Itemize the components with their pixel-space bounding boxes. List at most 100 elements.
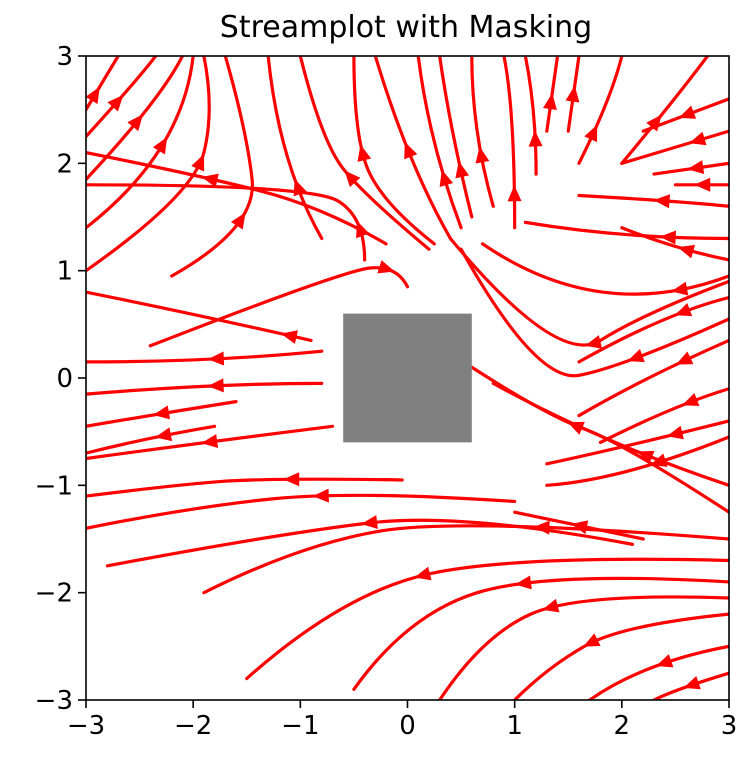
stream-arrow	[678, 105, 697, 119]
stream-arrow	[280, 330, 298, 344]
streamline	[545, 419, 729, 466]
streamline	[148, 266, 410, 348]
y-axis: −3 −2 −1 0 1 2 3	[35, 42, 86, 716]
stream-arrow	[312, 488, 329, 503]
streamline	[470, 365, 729, 514]
streamline	[502, 56, 517, 230]
streamline	[577, 56, 624, 165]
stream-arrow	[674, 302, 693, 317]
streamline	[588, 644, 729, 700]
stream-arrow	[694, 177, 711, 192]
y-tick-label: −3	[35, 686, 73, 716]
stream-arrow	[344, 170, 361, 188]
streamline	[86, 56, 185, 182]
stream-arrow	[207, 351, 225, 366]
x-tick-label: −2	[174, 711, 212, 741]
streamline	[416, 56, 463, 230]
stream-arrow	[584, 124, 598, 143]
streamline	[170, 56, 254, 278]
streamline	[545, 435, 729, 487]
stream-arrow	[404, 141, 418, 160]
stream-arrow	[584, 335, 603, 349]
streamline	[352, 576, 729, 691]
stream-arrow	[683, 676, 701, 690]
x-tick-label: 0	[399, 711, 416, 741]
stream-arrow	[377, 260, 395, 274]
stream-arrow	[107, 94, 124, 112]
stream-arrow	[155, 427, 173, 442]
streamline	[438, 56, 474, 219]
stream-arrow	[533, 520, 550, 535]
stream-arrow	[681, 392, 700, 407]
stream-arrow	[659, 230, 676, 245]
stream-arrow	[687, 160, 705, 174]
streamline	[352, 56, 436, 246]
x-tick-label: −1	[281, 711, 319, 741]
streamline	[86, 493, 517, 530]
stream-arrow	[152, 137, 168, 155]
streamlines	[86, 56, 729, 700]
streamline	[86, 56, 120, 112]
streamline	[245, 557, 729, 681]
streamline	[523, 56, 538, 176]
streamline	[598, 387, 729, 444]
streamline	[266, 56, 324, 241]
stream-arrow	[127, 114, 143, 132]
stream-arrow	[455, 161, 470, 179]
stream-arrow	[583, 633, 601, 647]
streamline	[480, 242, 729, 296]
stream-arrow	[671, 281, 689, 296]
streamline	[86, 477, 404, 498]
streamline	[620, 226, 729, 262]
stream-arrow	[689, 131, 707, 146]
stream-arrow	[230, 212, 246, 230]
stream-arrow	[201, 173, 219, 188]
streamline	[577, 193, 729, 208]
stream-arrow	[528, 130, 543, 147]
y-tick-label: −1	[35, 471, 73, 501]
streamline	[577, 338, 729, 418]
x-tick-label: 3	[721, 711, 738, 741]
streamline	[652, 671, 729, 700]
streamline	[86, 424, 217, 455]
stream-arrow	[653, 194, 671, 209]
streamline	[459, 247, 729, 378]
stream-arrow	[201, 434, 219, 448]
stream-arrow	[191, 153, 205, 172]
stream-arrow	[677, 244, 696, 259]
stream-arrow	[542, 598, 560, 613]
streamline	[86, 56, 158, 139]
streamline	[86, 183, 367, 262]
stream-arrow	[543, 93, 557, 110]
stream-arrow	[357, 144, 372, 162]
stream-arrow	[571, 520, 589, 535]
streamline	[577, 295, 729, 364]
y-tick-label: 2	[56, 149, 73, 179]
x-tick-label: −3	[67, 711, 105, 741]
stream-arrow	[666, 425, 684, 440]
mask-region	[343, 313, 472, 443]
chart-title: Streamplot with Masking	[220, 10, 592, 45]
streamline	[86, 56, 211, 273]
streamline	[86, 381, 324, 396]
y-tick-label: 0	[56, 364, 73, 394]
stream-arrow	[283, 472, 300, 487]
stream-arrow	[207, 378, 224, 393]
streamline	[86, 349, 324, 364]
stream-arrow	[567, 421, 585, 435]
x-tick-label: 1	[506, 711, 523, 741]
stream-arrow	[293, 178, 307, 197]
stream-arrow	[655, 654, 674, 668]
streamline	[298, 56, 431, 251]
streamline	[86, 151, 388, 246]
x-axis: −3 −2 −1 0 1 2 3	[67, 700, 737, 741]
stream-arrow	[86, 86, 100, 105]
streamline	[620, 129, 729, 165]
streamline	[523, 220, 729, 241]
streamline	[438, 595, 729, 700]
y-tick-label: −2	[35, 579, 73, 609]
stream-arrow	[153, 405, 171, 420]
y-tick-label: 3	[56, 42, 73, 72]
stream-arrow	[675, 351, 694, 365]
